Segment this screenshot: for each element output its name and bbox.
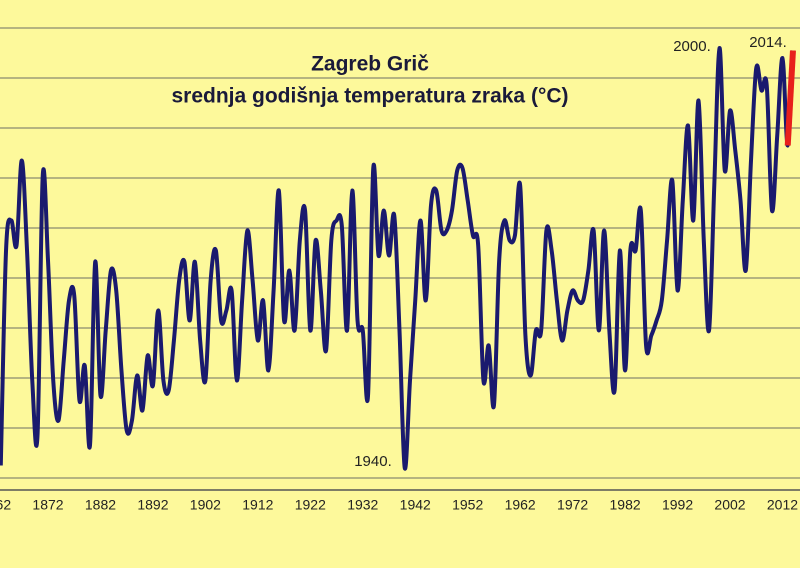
x-tick-label: 1982 bbox=[610, 497, 641, 513]
plot bbox=[0, 45, 796, 471]
data-line bbox=[0, 45, 795, 471]
x-tick-label: 1942 bbox=[400, 497, 431, 513]
x-tick-label: 2002 bbox=[714, 497, 745, 513]
x-tick-label: 1952 bbox=[452, 497, 483, 513]
x-tick-label: 1902 bbox=[190, 497, 221, 513]
x-tick-label: 1892 bbox=[137, 497, 168, 513]
x-tick-label: 1922 bbox=[295, 497, 326, 513]
x-tick-label: 1962 bbox=[505, 497, 536, 513]
x-tick-label: 1932 bbox=[347, 497, 378, 513]
x-tick-label: 1872 bbox=[32, 497, 63, 513]
annotation: 1940. bbox=[354, 453, 392, 470]
x-tick-label: 1912 bbox=[242, 497, 273, 513]
chart-title: Zagreb Grič bbox=[311, 53, 429, 76]
highlight-segment bbox=[784, 50, 796, 146]
x-tick-label: 1862 bbox=[0, 497, 11, 513]
x-tick-label: 1992 bbox=[662, 497, 693, 513]
annotation: 2000. bbox=[673, 38, 711, 55]
x-tick-label: 2012 bbox=[767, 497, 798, 513]
chart-subtitle: srednja godišnja temperatura zraka (°C) bbox=[171, 85, 568, 108]
x-tick-label: 1972 bbox=[557, 497, 588, 513]
x-tick-label: 1882 bbox=[85, 497, 116, 513]
annotation: 2014. bbox=[749, 34, 787, 51]
